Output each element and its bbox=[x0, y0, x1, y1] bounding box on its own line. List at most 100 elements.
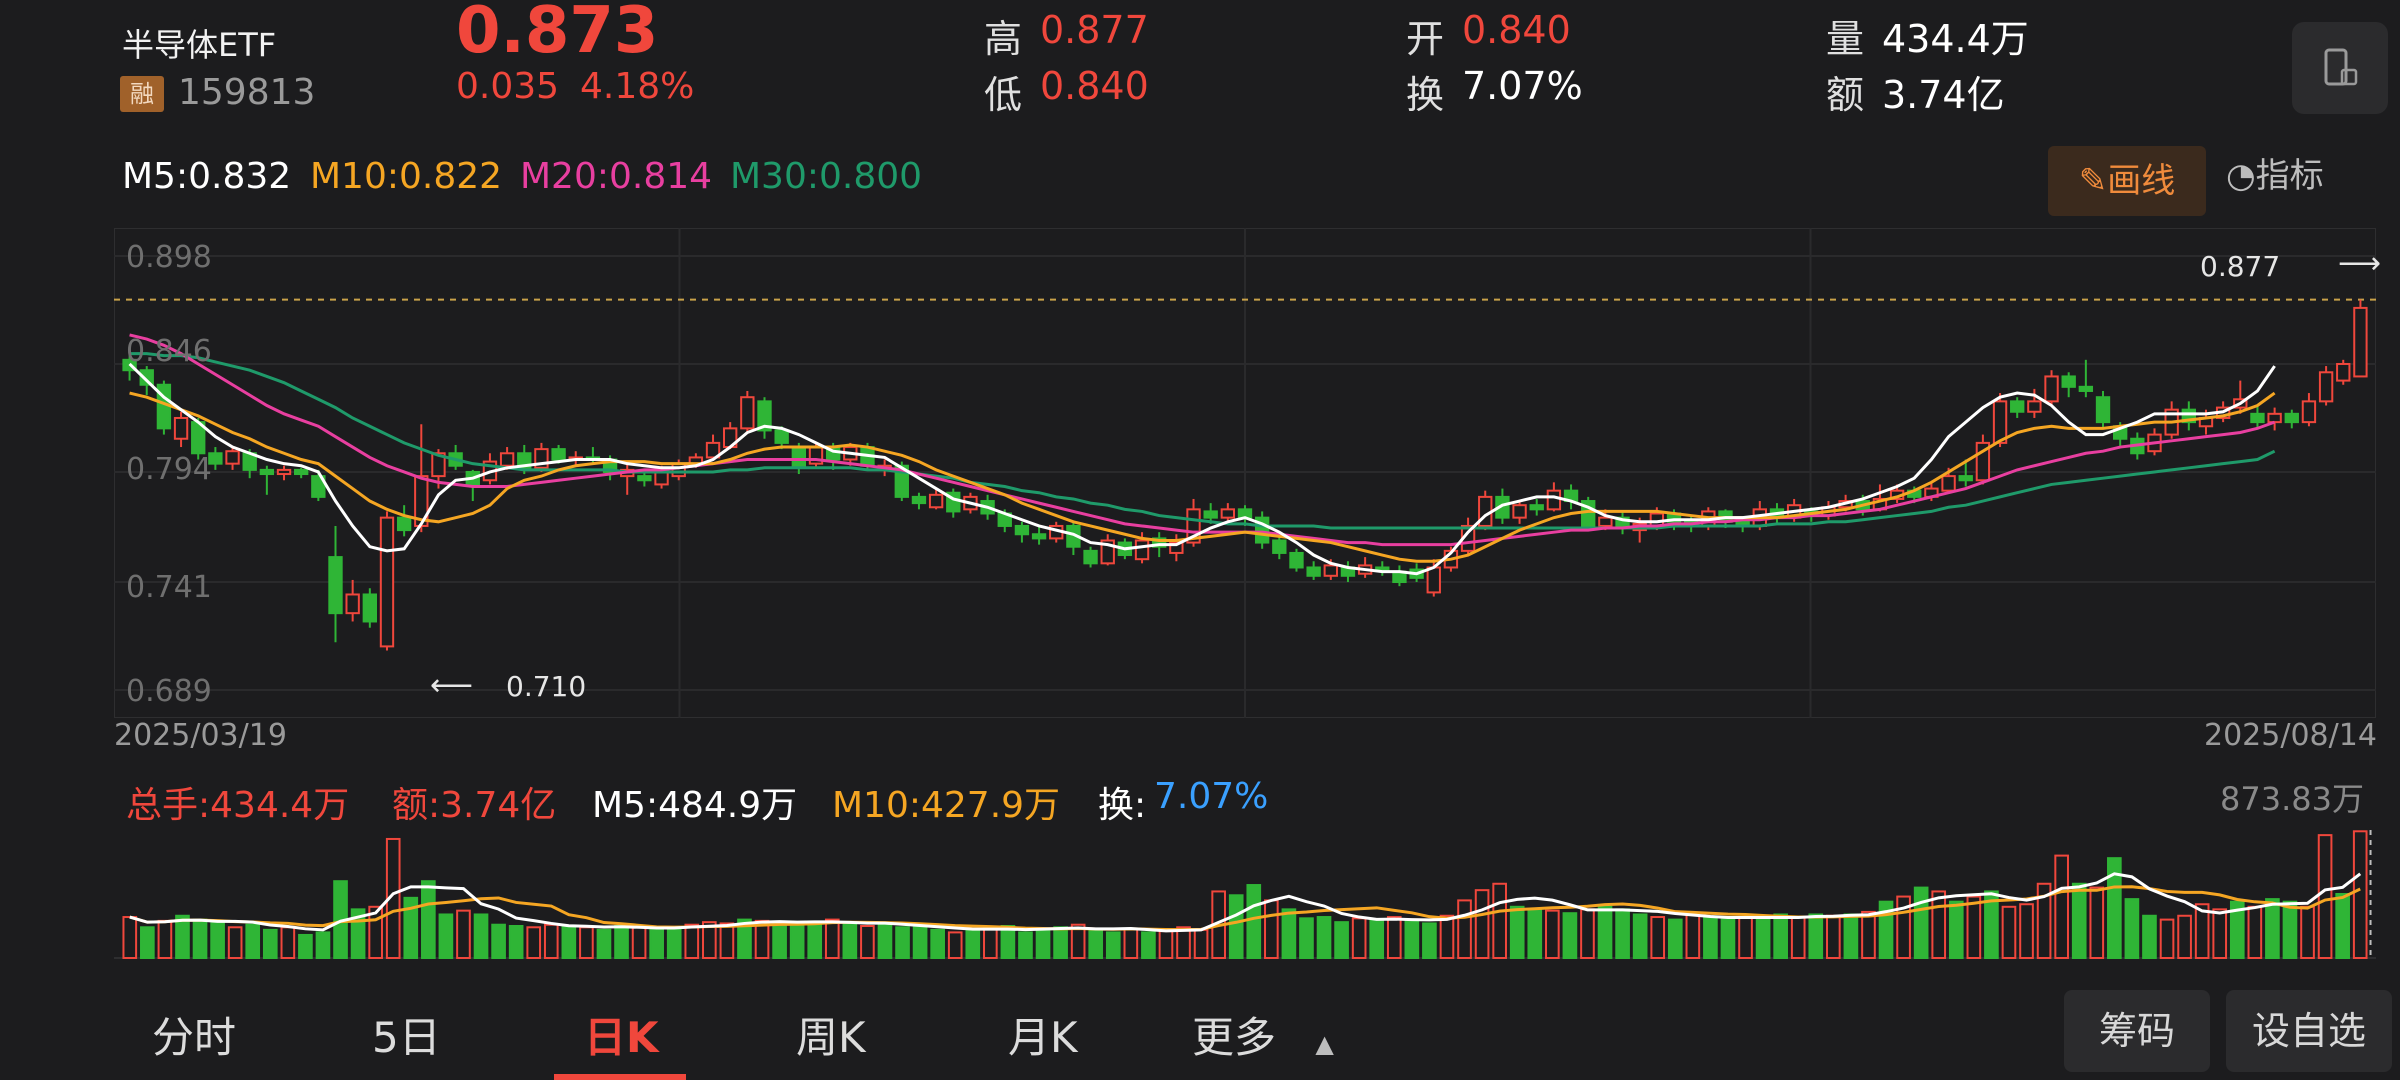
tab-intraday[interactable]: 分时 bbox=[152, 1013, 237, 1062]
candle-down bbox=[139, 369, 154, 386]
candle-down bbox=[791, 446, 807, 469]
candle-up bbox=[2336, 362, 2351, 382]
volume-turnover-prefix: 换: bbox=[1098, 785, 1147, 826]
start-date: 2025/03/19 bbox=[114, 718, 287, 753]
volume-bar-down bbox=[1281, 908, 1297, 959]
volume-bar-down bbox=[298, 933, 313, 959]
tab-more-label: 更多 bbox=[1192, 1013, 1277, 1062]
volume-bar-down bbox=[262, 928, 278, 959]
low-value: 0.840 bbox=[1040, 64, 1149, 108]
tab-weekly-k[interactable]: 周K bbox=[796, 1013, 866, 1062]
candle-down bbox=[1083, 549, 1098, 565]
volume-bar-down bbox=[421, 880, 436, 960]
volume-bar-up bbox=[1457, 899, 1472, 959]
volume-bar-down bbox=[1615, 908, 1630, 959]
volume-bar-up bbox=[1474, 889, 1490, 959]
volume-bar-up bbox=[2317, 834, 2333, 959]
volume-bar-down bbox=[1597, 905, 1613, 960]
indicator-label: 指标 bbox=[2255, 156, 2324, 196]
candle-up bbox=[740, 396, 755, 430]
volume-bar-down bbox=[2229, 900, 2245, 959]
add-watchlist-button[interactable]: 设自选 bbox=[2226, 990, 2392, 1072]
candle-down bbox=[911, 495, 927, 505]
y-tick-label: 0.846 bbox=[126, 334, 212, 369]
tab-more[interactable]: 更多 ▲ bbox=[1192, 1004, 1334, 1065]
volume-bar-down bbox=[1000, 925, 1016, 959]
volume-bar-up bbox=[824, 918, 840, 959]
volume-bar-up bbox=[2054, 854, 2069, 959]
chips-button[interactable]: 筹码 bbox=[2064, 990, 2210, 1072]
tab-daily-k[interactable]: 日K bbox=[584, 1013, 659, 1062]
rotate-screen-button[interactable] bbox=[2292, 22, 2388, 114]
candle-up bbox=[2318, 371, 2334, 403]
candle-up bbox=[276, 468, 292, 476]
volume-value: 434.4万 bbox=[1882, 17, 2029, 61]
volume-bar-up bbox=[1351, 917, 1367, 959]
candle-down bbox=[774, 429, 789, 444]
volume-bar-down bbox=[1755, 918, 1771, 959]
volume-bar-up bbox=[456, 909, 471, 959]
volume-bar-up bbox=[1158, 930, 1174, 960]
volume-bar-down bbox=[1404, 918, 1420, 959]
volume-bar-down bbox=[561, 925, 577, 959]
ma20-label: M20:0.814 bbox=[520, 156, 713, 197]
security-code: 159813 bbox=[178, 72, 316, 113]
draw-line-button[interactable]: ✎画线 bbox=[2048, 146, 2206, 216]
volume-bar-down bbox=[245, 923, 261, 959]
volume-bar-down bbox=[192, 918, 208, 959]
candle-down bbox=[637, 475, 652, 482]
candle-up bbox=[2027, 400, 2042, 413]
price-change-pct: 4.18% bbox=[580, 66, 695, 107]
candle-down bbox=[2010, 400, 2025, 413]
indicator-button[interactable]: ◔指标 bbox=[2226, 148, 2324, 197]
candle-down bbox=[1014, 524, 1030, 536]
price-change: 0.035 bbox=[456, 66, 560, 107]
volume-bar-down bbox=[2071, 882, 2087, 959]
ma30-label: M30:0.800 bbox=[730, 156, 923, 197]
y-tick-label: 0.898 bbox=[126, 240, 212, 275]
volume-ma10-line bbox=[129, 885, 2361, 932]
kline-chart[interactable] bbox=[114, 228, 2376, 718]
candle-up bbox=[225, 450, 240, 465]
low-label: 低 bbox=[984, 73, 1023, 117]
volume-bar-up bbox=[579, 926, 594, 959]
volume-bar-down bbox=[2335, 893, 2350, 959]
volume-bar-down bbox=[508, 925, 524, 959]
volume-bar-down bbox=[1843, 913, 1859, 960]
ma5-line bbox=[128, 362, 2276, 576]
candle-up bbox=[671, 462, 686, 478]
volume-turnover-value: 7.07% bbox=[1154, 776, 1269, 817]
volume-bar-down bbox=[491, 923, 506, 959]
candle-down bbox=[328, 556, 343, 615]
volume-bar-up bbox=[1861, 910, 1876, 959]
amount-label: 额 bbox=[1826, 73, 1865, 117]
candle-down bbox=[1031, 533, 1047, 540]
volume-bar-up bbox=[719, 922, 735, 960]
candle-up bbox=[431, 452, 446, 478]
volume-bar-up bbox=[1176, 926, 1191, 959]
volume-bar-up bbox=[1545, 909, 1560, 959]
volume-bar-down bbox=[1422, 922, 1437, 960]
draw-line-label: 画线 bbox=[2107, 161, 2176, 201]
candle-down bbox=[757, 400, 772, 432]
volume-bar-down bbox=[1088, 928, 1104, 959]
tab-monthly-k[interactable]: 月K bbox=[1008, 1013, 1078, 1062]
high-value: 0.877 bbox=[1040, 8, 1149, 52]
volume-bar-down bbox=[2265, 898, 2280, 960]
volume-bar-down bbox=[1720, 918, 1736, 959]
volume-chart[interactable] bbox=[114, 820, 2376, 960]
volume-bar-up bbox=[1070, 923, 1086, 959]
volume-bar-down bbox=[877, 923, 893, 959]
volume-bar-up bbox=[526, 926, 542, 959]
volume-bar-down bbox=[1228, 894, 1244, 959]
candle-down bbox=[1375, 566, 1390, 571]
volume-ma10-label: M10:427.9万 bbox=[832, 785, 1061, 826]
tab-5day[interactable]: 5日 bbox=[372, 1013, 441, 1062]
turnover-label: 换 bbox=[1406, 73, 1445, 117]
volume-bar-down bbox=[842, 922, 858, 960]
candle-down bbox=[2061, 375, 2076, 388]
volume-bar-down bbox=[403, 896, 419, 959]
volume-bar-down bbox=[1703, 916, 1718, 959]
candle-up bbox=[379, 516, 395, 648]
ma10-line bbox=[129, 391, 2276, 563]
